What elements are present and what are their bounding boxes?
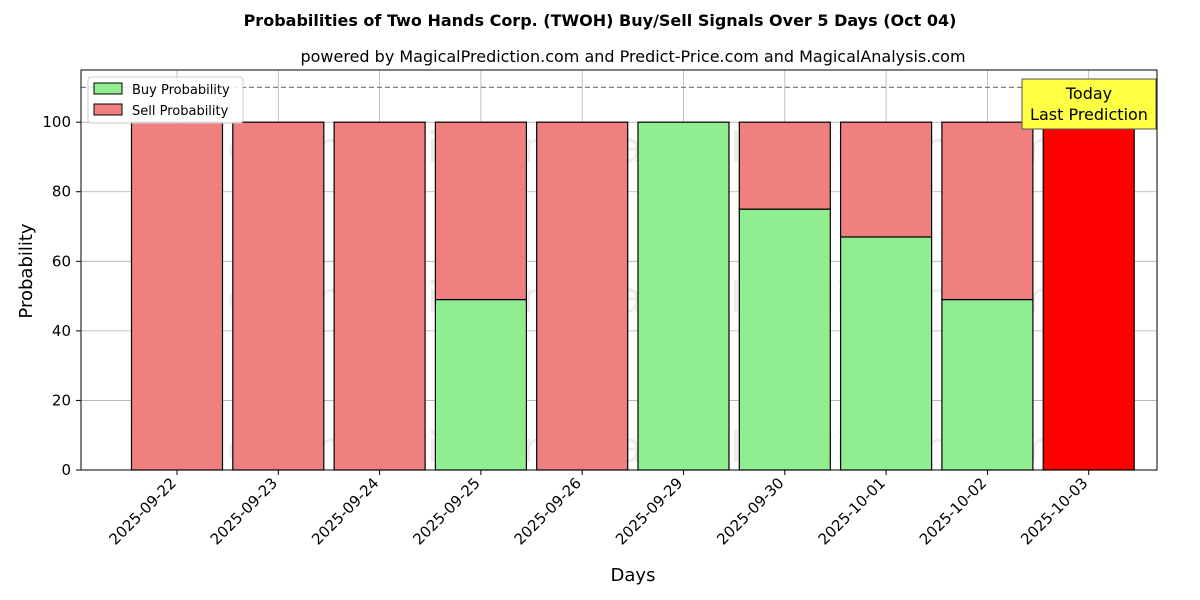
x-tick-label: 2025-09-25 bbox=[409, 474, 483, 548]
plot-frame bbox=[80, 69, 1158, 471]
x-tick-label: 2025-09-24 bbox=[308, 474, 382, 548]
sell-bar bbox=[333, 121, 426, 471]
sell-bar bbox=[1042, 121, 1135, 471]
buy-bar bbox=[434, 298, 527, 471]
y-axis-label: Probability bbox=[16, 223, 37, 318]
chart-title: Probabilities of Two Hands Corp. (TWOH) … bbox=[244, 11, 957, 30]
buy-bar bbox=[738, 208, 831, 471]
legend-label-buy: Buy Probability bbox=[132, 83, 230, 98]
x-axis-label: Days bbox=[611, 565, 656, 586]
x-tick-label: 2025-10-02 bbox=[916, 474, 990, 548]
sell-bar bbox=[941, 121, 1034, 301]
x-tick-label: 2025-09-30 bbox=[713, 474, 787, 548]
legend: Buy Probability Sell Probability bbox=[87, 76, 244, 124]
sell-bar bbox=[536, 121, 629, 471]
legend-label-sell: Sell Probability bbox=[132, 104, 229, 119]
sell-bar bbox=[839, 121, 933, 238]
x-tick-label: 2025-09-22 bbox=[105, 474, 179, 548]
y-tick-label: 40 bbox=[52, 322, 71, 340]
bars bbox=[130, 121, 1135, 471]
x-tick-label: 2025-09-29 bbox=[612, 474, 686, 548]
x-tick-label: 2025-09-23 bbox=[207, 474, 281, 548]
sell-bar bbox=[434, 121, 527, 301]
y-axis: 0 20 40 60 80 100 bbox=[42, 113, 81, 479]
y-tick-label: 0 bbox=[61, 461, 71, 479]
sell-bar bbox=[232, 121, 325, 471]
annotation-line-1: Today bbox=[1065, 84, 1112, 103]
x-tick-label: 2025-10-03 bbox=[1017, 474, 1091, 548]
annotation-box bbox=[1021, 78, 1157, 130]
y-tick-label: 60 bbox=[52, 252, 71, 270]
buy-bar bbox=[941, 298, 1034, 471]
x-axis: 2025-09-22 2025-09-23 2025-09-24 2025-09-25… bbox=[105, 470, 1092, 548]
sell-bar bbox=[738, 121, 831, 210]
x-tick-label: 2025-09-26 bbox=[511, 474, 585, 548]
today-annotation: Today Last Prediction bbox=[1021, 78, 1157, 130]
legend-swatch-sell bbox=[93, 103, 123, 116]
buy-bar bbox=[637, 121, 730, 471]
chart-subtitle: powered by MagicalPrediction.com and Pre… bbox=[300, 47, 965, 66]
x-tick-label: 2025-10-01 bbox=[815, 474, 889, 548]
y-tick-label: 80 bbox=[52, 183, 71, 201]
buy-bar bbox=[839, 236, 933, 471]
legend-box bbox=[87, 76, 244, 124]
y-tick-label: 100 bbox=[42, 113, 71, 131]
sell-bar bbox=[130, 121, 224, 471]
y-tick-label: 20 bbox=[52, 391, 71, 409]
legend-swatch-buy bbox=[93, 82, 123, 95]
annotation-line-2: Last Prediction bbox=[1030, 105, 1148, 124]
